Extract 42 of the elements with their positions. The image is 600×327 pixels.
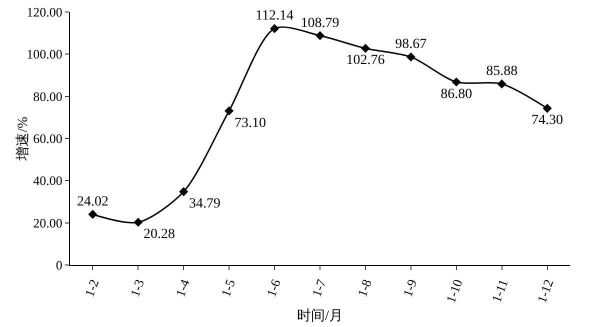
x-axis-title: 时间/月: [297, 308, 343, 324]
text: 24.02: [76, 194, 108, 210]
point: [497, 79, 506, 88]
point: [360, 44, 370, 53]
y-axis-title: 增速/%: [15, 116, 32, 162]
x-tick-label: 1-5: [218, 277, 238, 299]
point: [270, 24, 280, 34]
text: 34.79: [189, 196, 221, 212]
y-tick-label: 100.00: [26, 46, 62, 62]
text: 74.30: [532, 113, 564, 128]
point: [179, 187, 188, 196]
text: 86.80: [440, 86, 472, 102]
point: [134, 218, 143, 227]
x-tick-label: 1-7: [308, 276, 330, 299]
x-tick-label: 1-8: [354, 277, 374, 299]
y-tick-label: 80.00: [33, 88, 62, 104]
x-tick-label: 1-10: [443, 277, 466, 305]
text: 20.28: [144, 227, 176, 242]
x-tick-label: 1-3: [127, 277, 148, 299]
text: 85.88: [486, 64, 518, 80]
x-tick-label: 1-2: [82, 277, 102, 299]
point: [224, 106, 234, 116]
x-tick-label: 1-4: [172, 276, 193, 299]
x-tick-label: 1-12: [534, 277, 556, 305]
point: [452, 77, 461, 87]
text: 98.67: [395, 37, 427, 52]
text: 112.14: [256, 8, 294, 24]
point: [88, 210, 98, 219]
text: 108.79: [300, 16, 340, 31]
point: [315, 31, 325, 40]
y-tick-label: 120.00: [26, 4, 62, 20]
x-tick-label: 1-9: [400, 277, 420, 299]
text: 73.10: [234, 116, 266, 131]
x-tick-label: 1-11: [488, 277, 511, 304]
y-tick-label: 40.00: [33, 173, 62, 188]
x-tick-label: 1-6: [263, 276, 284, 299]
y-tick-label: 20.00: [33, 215, 62, 230]
point: [406, 52, 416, 62]
y-tick-label: 60.00: [33, 131, 62, 146]
point: [542, 104, 552, 113]
text: 102.76: [346, 53, 385, 68]
y-tick-label: 0: [56, 258, 62, 273]
